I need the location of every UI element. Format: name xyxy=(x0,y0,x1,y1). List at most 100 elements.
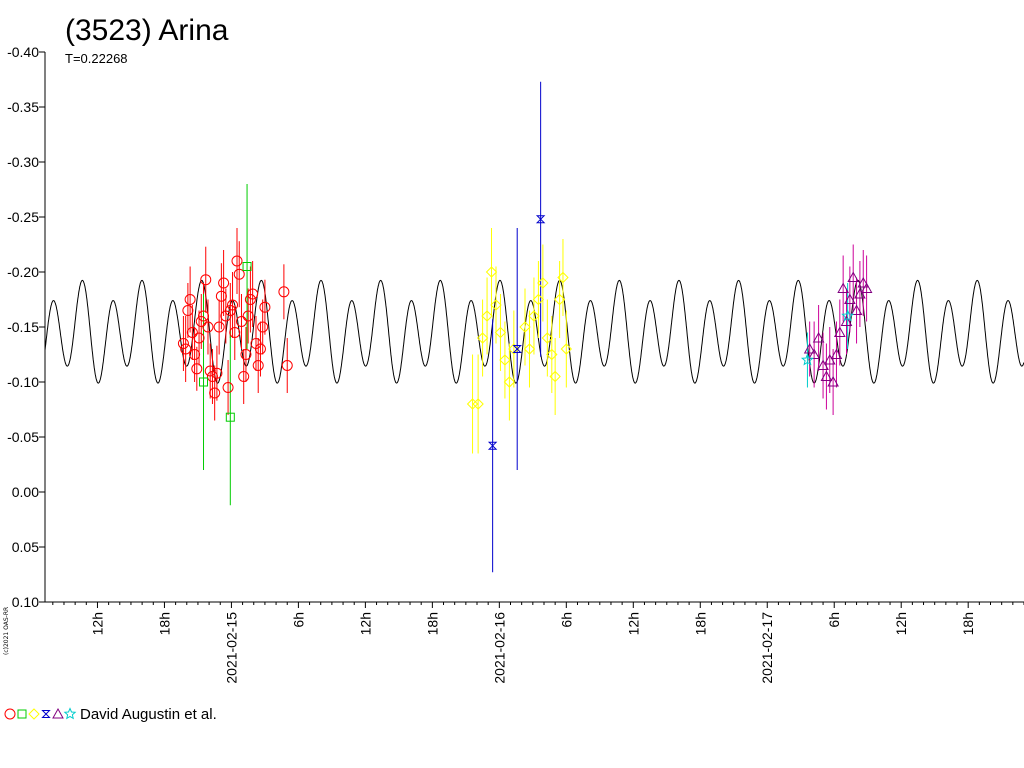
circle-data-point xyxy=(186,327,198,338)
diamond-data-point xyxy=(499,354,511,366)
x-tick-label: 2021-02-16 xyxy=(491,612,507,684)
x-tick-label: 6h xyxy=(290,612,306,628)
circle-data-point xyxy=(240,349,252,360)
x-tick-label: 18h xyxy=(156,612,172,635)
diamond-data-point xyxy=(476,332,489,344)
circle-data-point xyxy=(220,310,232,322)
circle-data-point xyxy=(222,382,234,393)
y-tick-label: -0.20 xyxy=(7,264,39,280)
chart-title: (3523) Arina xyxy=(65,14,229,47)
square-data-point xyxy=(199,377,209,387)
triangle-data-point xyxy=(850,304,863,315)
circle-data-point xyxy=(189,349,201,360)
legend-square-symbol xyxy=(17,709,27,719)
circle-data-point xyxy=(231,255,243,267)
triangle-data-point xyxy=(844,293,856,304)
x-tick-label: 18h xyxy=(960,612,976,635)
triangle-data-point xyxy=(830,348,843,359)
circle-data-point xyxy=(218,277,230,289)
bowtie-data-point xyxy=(487,441,498,450)
triangle-data-point xyxy=(847,271,860,282)
legend-triangle-symbol xyxy=(52,707,64,719)
circle-data-point xyxy=(238,371,250,382)
diamond-data-point xyxy=(485,266,498,278)
y-tick-label: 0.10 xyxy=(12,594,39,610)
circle-data-point xyxy=(191,363,203,375)
triangle-data-point xyxy=(817,359,829,370)
circle-data-point xyxy=(252,360,264,371)
bowtie-data-point xyxy=(535,215,546,224)
diamond-data-point xyxy=(494,326,507,339)
legend-text: David Augustin et al. xyxy=(80,706,217,723)
y-tick-label: -0.05 xyxy=(7,429,39,445)
circle-data-point xyxy=(244,294,256,305)
x-tick-label: 2021-02-17 xyxy=(759,612,775,684)
y-tick-label: 0.05 xyxy=(12,539,39,555)
triangle-data-point xyxy=(857,276,870,288)
diamond-data-point xyxy=(553,293,566,306)
circle-data-point xyxy=(259,301,271,313)
circle-data-point xyxy=(184,294,196,305)
circle-data-point xyxy=(215,290,227,302)
legend-bowtie-symbol xyxy=(41,710,51,718)
y-tick-label: -0.30 xyxy=(7,154,39,170)
triangle-data-point xyxy=(812,331,825,343)
x-tick-label: 18h xyxy=(692,612,708,635)
circle-data-point xyxy=(254,343,266,355)
circle-data-point xyxy=(229,327,241,338)
circle-data-point xyxy=(247,288,259,300)
circle-data-point xyxy=(224,305,236,316)
star-data-point xyxy=(841,309,855,322)
legend-symbols xyxy=(4,707,77,720)
diamond-data-point xyxy=(541,332,554,344)
triangle-data-point xyxy=(860,282,873,293)
diamond-data-point xyxy=(503,376,516,388)
chart-subtitle: T=0.22268 xyxy=(65,51,128,66)
triangle-data-point xyxy=(854,287,866,299)
diamond-data-point xyxy=(508,343,520,355)
diamond-data-point xyxy=(532,293,545,306)
diamond-data-point xyxy=(557,271,569,284)
diamond-data-point xyxy=(472,398,484,410)
circle-data-point xyxy=(278,286,290,298)
circle-data-point xyxy=(233,268,245,280)
triangle-data-point xyxy=(833,326,846,337)
circle-data-point xyxy=(213,321,225,333)
circle-data-point xyxy=(281,360,293,371)
diamond-data-point xyxy=(528,310,540,322)
y-tick-label: 0.00 xyxy=(12,484,39,500)
circle-data-point xyxy=(182,305,194,316)
circle-data-point xyxy=(204,365,216,377)
triangle-data-point xyxy=(827,375,839,387)
data-points xyxy=(177,81,873,573)
diamond-data-point xyxy=(490,299,502,311)
x-tick-label: 18h xyxy=(424,612,440,635)
diamond-data-point xyxy=(537,277,549,289)
diamond-data-point xyxy=(549,370,561,383)
circle-data-point xyxy=(195,316,207,327)
y-tick-label: -0.35 xyxy=(7,99,39,115)
circle-data-point xyxy=(257,321,269,333)
circle-data-point xyxy=(211,367,223,379)
y-tick-label: -0.40 xyxy=(7,44,39,60)
circle-data-point xyxy=(209,387,221,399)
square-data-point xyxy=(242,262,252,271)
plot-area xyxy=(44,81,1024,573)
legend-diamond-symbol xyxy=(28,708,40,720)
triangle-data-point xyxy=(803,342,816,354)
circle-data-point xyxy=(250,338,262,349)
triangle-data-point xyxy=(837,282,850,293)
x-tick-label: 12h xyxy=(893,612,909,635)
circle-data-point xyxy=(193,332,205,344)
x-tick-label: 2021-02-15 xyxy=(223,612,239,684)
circle-data-point xyxy=(235,316,247,327)
x-tick-label: 12h xyxy=(89,612,105,635)
star-data-point xyxy=(800,353,814,366)
y-axis-ticks: -0.40 -0.35 -0.30 -0.25 -0.20 -0.15 -0.10 -0.05… xyxy=(7,44,45,610)
y-tick-label: -0.25 xyxy=(7,209,39,225)
square-data-point xyxy=(225,412,235,422)
circle-data-point xyxy=(200,274,212,286)
diamond-data-point xyxy=(560,343,573,355)
x-tick-label: 12h xyxy=(625,612,641,635)
